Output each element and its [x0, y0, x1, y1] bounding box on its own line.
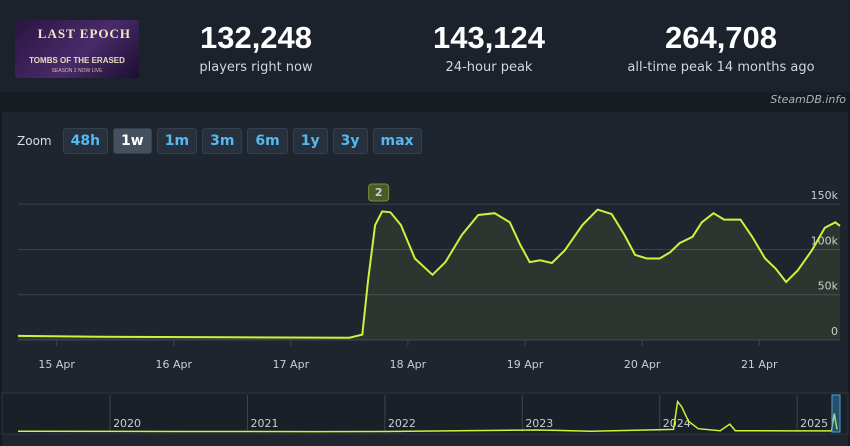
zoom-button[interactable]: 1w — [113, 128, 152, 154]
y-tick-label: 100k — [811, 234, 839, 247]
stat: 143,124 24-hour peak — [374, 20, 604, 75]
annotation-flag — [368, 183, 390, 202]
navigator-selection — [831, 394, 841, 433]
x-tick-label: 19 Apr — [507, 358, 544, 371]
y-tick-label: 50k — [818, 280, 839, 293]
line — [17, 399, 838, 433]
x-tick-label: 18 Apr — [390, 358, 427, 371]
zoom-button[interactable]: 3m — [202, 128, 243, 154]
annotation-label: 2 — [375, 186, 383, 199]
x-tick-label: 2022 — [388, 417, 416, 430]
stat-value: 143,124 — [432, 20, 546, 55]
x-tick-label: 2025 — [800, 417, 828, 430]
x-tick-label: 16 Apr — [155, 358, 192, 371]
y-tick-label: 0 — [831, 325, 838, 338]
x-tick-label: 17 Apr — [273, 358, 310, 371]
x-tick-label: 20 Apr — [624, 358, 661, 371]
source: SteamDB.info — [770, 93, 846, 106]
x-tick-label: 21 Apr — [741, 358, 778, 371]
area-fill — [18, 209, 840, 340]
header: LAST EPOCH TOMBS OF THE ERASED SEASON 2 … — [0, 0, 850, 92]
x-tick-label: 2023 — [525, 417, 553, 430]
x-tick-label: 2021 — [250, 417, 278, 430]
stat: 264,708 all-time peak 14 months ago — [606, 20, 836, 75]
game-title: LAST EPOCH — [37, 26, 131, 41]
zoom-button[interactable]: 48h — [62, 128, 109, 154]
game-image[interactable]: LAST EPOCH TOMBS OF THE ERASED SEASON 2 … — [15, 20, 139, 78]
line — [17, 208, 841, 339]
zoom-button[interactable]: 1m — [156, 128, 198, 154]
y-tick-label: 150k — [811, 189, 839, 202]
zoom-label: Zoom — [17, 134, 52, 148]
x-tick-label: 2020 — [113, 417, 141, 430]
navigator-background — [1, 392, 849, 435]
stat-label: all-time peak 14 months ago — [627, 60, 815, 75]
zoom-button[interactable]: 1y — [292, 128, 328, 154]
zoom-button[interactable]: 6m — [247, 128, 288, 154]
stat-value: 132,248 — [199, 20, 313, 55]
zoom-bar: Zoom 48h 1w 1m 3m 6m 1y 3y max — [17, 128, 422, 154]
game-tagline: SEASON 2 NOW LIVE — [51, 68, 103, 74]
stat-value: 264,708 — [664, 20, 778, 55]
stat-label: players right now — [199, 60, 313, 75]
zoom-button[interactable]: max — [372, 128, 422, 154]
stat: 132,248 players right now — [141, 20, 371, 75]
x-tick-label: 2024 — [663, 417, 691, 430]
zoom-button[interactable]: 3y — [332, 128, 368, 154]
x-tick-label: 15 Apr — [38, 358, 75, 371]
chart-panel — [2, 112, 848, 446]
stat-label: 24-hour peak — [445, 60, 533, 75]
game-subtitle: TOMBS OF THE ERASED — [29, 56, 125, 65]
